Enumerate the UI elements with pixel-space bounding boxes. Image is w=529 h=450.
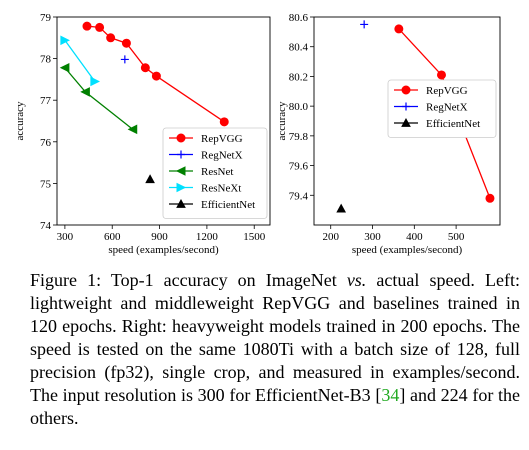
legend: RepVGG RegNetX EfficientNet xyxy=(387,79,497,138)
legend-label: RegNetX xyxy=(426,102,468,114)
data-point-regnetx xyxy=(120,55,129,64)
y-axis-label: accuracy xyxy=(276,101,288,141)
x-tick-label: 600 xyxy=(104,231,121,243)
x-tick-label: 300 xyxy=(364,231,381,243)
legend-label: EfficientNet xyxy=(426,118,480,130)
legend-item-efficientnet: EfficientNet xyxy=(169,198,255,211)
data-point-resnet xyxy=(127,124,138,135)
legend-item-resnext: ResNeXt xyxy=(169,183,241,195)
legend-marker xyxy=(177,150,185,159)
legend-item-repvgg: RepVGG xyxy=(169,133,243,145)
data-point-resnet xyxy=(59,62,70,73)
caption-middle: actual speed. Left: lightweight and midd… xyxy=(30,270,520,405)
y-tick-label: 79.6 xyxy=(289,161,309,173)
y-tick-label: 78 xyxy=(40,54,52,66)
x-tick-label: 200 xyxy=(322,231,339,243)
data-point-repvgg xyxy=(95,22,105,32)
x-tick-label: 900 xyxy=(151,231,168,243)
y-tick-label: 80.0 xyxy=(289,101,309,113)
y-tick-label: 80.2 xyxy=(289,71,308,83)
data-point-repvgg xyxy=(219,117,229,127)
legend-label: ResNet xyxy=(201,166,233,178)
data-point-repvgg xyxy=(106,33,116,43)
y-axis-label: accuracy xyxy=(14,101,26,141)
caption-citation-link[interactable]: 34 xyxy=(381,385,400,405)
y-tick-label: 80.4 xyxy=(289,42,309,54)
legend-item-regnetx: RegNetX xyxy=(169,150,243,162)
y-tick-label: 79.4 xyxy=(289,190,309,202)
y-tick-label: 75 xyxy=(40,178,52,190)
x-axis-label: speed (examples/second) xyxy=(352,244,463,256)
legend-item-repvgg: RepVGG xyxy=(394,85,468,97)
legend-label: RepVGG xyxy=(201,133,243,145)
legend-label: EfficientNet xyxy=(201,199,255,211)
x-tick-label: 400 xyxy=(406,231,423,243)
data-point-repvgg xyxy=(485,193,495,203)
x-tick-label: 300 xyxy=(57,231,74,243)
series-line-resnet xyxy=(64,67,134,130)
caption-prefix: Figure 1: Top-1 accuracy on ImageNet xyxy=(30,270,347,290)
series-line-resnext xyxy=(64,39,96,82)
plot-frame xyxy=(56,16,271,226)
legend-marker xyxy=(175,166,186,176)
caption-suffix: ] and 224 for the others. xyxy=(30,385,520,428)
series-resnext xyxy=(60,35,100,87)
legend: RepVGG RegNetX ResNet ResNeXt EfficientNet xyxy=(162,127,268,219)
legend-item-resnet: ResNet xyxy=(169,166,233,178)
data-point-repvgg xyxy=(140,63,150,73)
data-point-repvgg xyxy=(121,38,131,48)
legend-marker xyxy=(401,85,411,95)
legend-marker xyxy=(176,198,186,208)
caption-vs: vs. xyxy=(346,270,367,290)
data-point-resnext xyxy=(90,76,100,87)
legend-label: RegNetX xyxy=(201,150,243,162)
legend-marker xyxy=(176,182,187,193)
left-chart: 300 600 900 1200 1500 74 75 76 77 78 79 speed (exam… xyxy=(14,12,271,256)
legend-marker xyxy=(401,117,411,127)
series-regnetx xyxy=(120,55,129,64)
data-point-efficientnet xyxy=(336,203,347,213)
legend-box xyxy=(162,127,268,219)
data-point-regnetx xyxy=(360,20,369,29)
y-tick-label: 76 xyxy=(40,137,52,149)
figure: 300 600 900 1200 1500 74 75 76 77 78 79 speed (exam… xyxy=(14,12,501,256)
data-point-efficientnet xyxy=(145,174,155,184)
y-tick-label: 77 xyxy=(40,95,52,107)
data-point-repvgg xyxy=(82,21,92,31)
data-point-repvgg xyxy=(394,24,404,34)
x-tick-label: 1200 xyxy=(196,231,219,243)
legend-label: ResNeXt xyxy=(201,183,241,195)
data-point-resnet xyxy=(80,87,90,97)
data-point-repvgg xyxy=(436,70,446,80)
x-tick-label: 500 xyxy=(448,231,465,243)
legend-item-efficientnet: EfficientNet xyxy=(394,117,480,130)
y-tick-label: 80.6 xyxy=(289,12,309,24)
series-repvgg xyxy=(82,21,229,127)
legend-item-regnetx: RegNetX xyxy=(394,102,468,114)
legend-marker xyxy=(176,133,186,143)
y-tick-label: 79.8 xyxy=(289,131,309,143)
series-resnet xyxy=(59,62,138,135)
y-tick-label: 74 xyxy=(40,220,52,232)
series-efficientnet xyxy=(145,174,155,184)
series-regnetx xyxy=(360,20,369,29)
series-efficientnet xyxy=(336,203,347,213)
legend-marker xyxy=(402,102,410,111)
right-chart: 200 300 400 500 79.4 79.6 79.8 80.0 80.2 80.4 80.6… xyxy=(276,12,501,256)
plot-frame xyxy=(313,16,501,226)
figure-caption: Figure 1: Top-1 accuracy on ImageNet vs.… xyxy=(30,269,520,430)
series-repvgg xyxy=(394,24,495,203)
x-axis-label: speed (examples/second) xyxy=(108,244,219,256)
legend-label: RepVGG xyxy=(426,85,468,97)
data-point-resnext xyxy=(60,35,71,46)
x-tick-label: 1500 xyxy=(243,231,266,243)
y-tick-label: 79 xyxy=(40,12,52,24)
data-point-repvgg xyxy=(151,71,161,81)
